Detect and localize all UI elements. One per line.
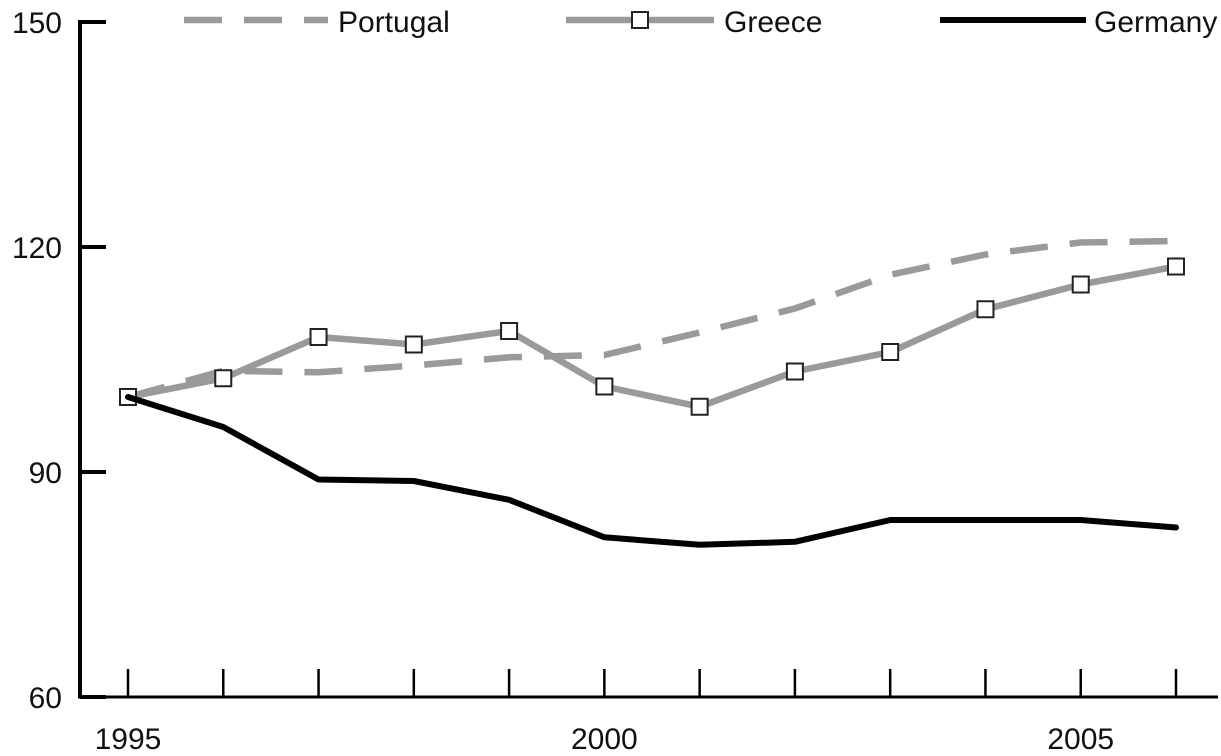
data-point-greece <box>1071 275 1090 294</box>
data-point-greece <box>785 362 804 381</box>
x-tick-label: 1995 <box>95 723 162 756</box>
data-point-greece <box>309 328 328 346</box>
data-point-greece <box>881 343 900 361</box>
y-tick-label: 150 <box>12 7 62 40</box>
data-point-greece <box>976 300 995 319</box>
x-tick-label: 2000 <box>571 723 638 756</box>
series-line-portugal <box>127 237 1177 401</box>
series-line-greece <box>124 263 1180 410</box>
legend-label-germany: Germany <box>1094 6 1217 39</box>
data-point-greece <box>500 322 519 340</box>
y-tick-label: 90 <box>29 457 62 490</box>
x-axis-ticks: 1995 2000 2005 <box>95 669 1178 756</box>
y-tick-label: 120 <box>12 232 62 265</box>
legend-label-portugal: Portugal <box>338 6 450 39</box>
data-point-greece <box>690 397 709 416</box>
legend-marker-greece <box>631 11 649 29</box>
legend: Portugal Greece Germany <box>184 6 1217 39</box>
data-point-greece <box>1167 257 1185 276</box>
data-point-greece <box>214 369 233 388</box>
y-axis-ticks: 60 90 120 150 <box>12 7 106 715</box>
series-layer <box>119 237 1185 548</box>
series-line-germany <box>125 394 1179 548</box>
data-point-greece <box>595 377 614 396</box>
y-tick-label: 60 <box>29 682 62 715</box>
data-point-greece <box>404 335 423 354</box>
legend-label-greece: Greece <box>724 6 822 39</box>
x-tick-label: 2005 <box>1047 723 1114 756</box>
axes <box>78 20 1218 699</box>
